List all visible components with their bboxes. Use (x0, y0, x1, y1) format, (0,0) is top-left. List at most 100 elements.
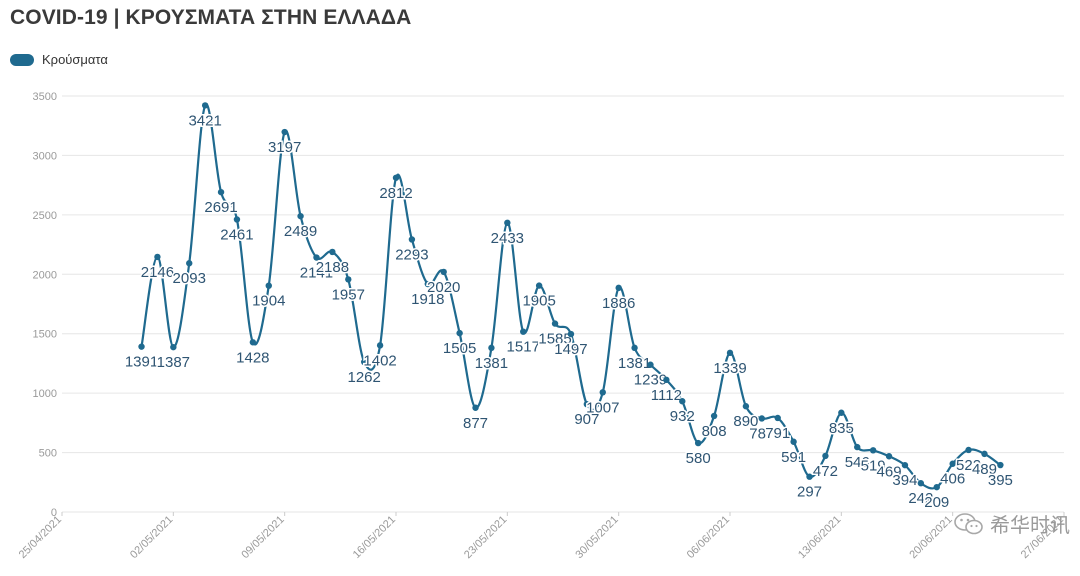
data-point (154, 253, 161, 261)
data-point (297, 212, 304, 220)
data-label: 209 (924, 494, 949, 511)
data-label: 1381 (618, 355, 651, 372)
data-label: 469 (877, 463, 902, 480)
data-label: 3197 (268, 139, 301, 156)
data-label: 932 (670, 408, 695, 425)
data-point (742, 403, 750, 410)
y-tick-label: 500 (39, 448, 57, 460)
x-tick-label: 06/06/2021 (685, 514, 732, 561)
y-tick-label: 2000 (33, 269, 57, 281)
data-point (392, 174, 400, 181)
data-point (949, 460, 956, 467)
y-tick-label: 1500 (33, 329, 57, 341)
y-tick-label: 2500 (33, 210, 57, 222)
data-point (360, 358, 368, 366)
data-label: 580 (686, 450, 711, 467)
data-label: 1339 (713, 360, 746, 377)
data-label: 1239 (634, 372, 667, 389)
data-label: 519 (861, 457, 886, 474)
data-label: 1112 (651, 387, 682, 404)
data-point (774, 414, 781, 422)
data-point (663, 376, 670, 384)
data-label: 2141 (300, 265, 333, 282)
data-label: 1007 (586, 399, 619, 416)
data-label: 2461 (220, 226, 253, 243)
data-point (710, 412, 718, 420)
watermark-text: 希华时讯 (990, 515, 1070, 537)
data-point (790, 438, 797, 445)
data-point (535, 282, 543, 289)
data-label: 2489 (284, 223, 317, 240)
data-label: 1957 (332, 286, 365, 303)
data-point (170, 343, 177, 351)
data-label: 395 (988, 472, 1013, 489)
data-label: 3421 (188, 112, 221, 129)
data-label: 2188 (316, 259, 349, 276)
data-point (854, 443, 861, 451)
x-tick-label: 13/06/2021 (796, 514, 843, 561)
data-point (822, 452, 829, 460)
data-point (615, 284, 622, 292)
data-label: 546 (845, 454, 870, 471)
data-point (520, 328, 527, 335)
data-point (838, 409, 845, 416)
data-point (981, 450, 988, 458)
data-point (679, 398, 686, 405)
data-point (488, 344, 495, 352)
x-tick-label: 30/05/2021 (573, 514, 620, 561)
data-label: 890 (733, 413, 758, 430)
data-label: 394 (892, 472, 917, 489)
data-label: 907 (574, 411, 599, 428)
data-label: 1904 (252, 293, 285, 310)
data-label: 406 (940, 471, 965, 488)
data-point (186, 260, 193, 267)
data-label: 835 (829, 420, 854, 437)
data-point (408, 236, 416, 243)
legend-label: Κρούσματα (42, 52, 108, 67)
data-point (917, 480, 925, 487)
data-label: 1428 (236, 349, 269, 366)
data-point (201, 102, 209, 109)
data-point (901, 461, 909, 469)
data-label: 1387 (157, 354, 190, 371)
data-label: 1402 (363, 352, 396, 369)
x-tick-label: 09/05/2021 (239, 514, 286, 561)
data-point (933, 483, 940, 491)
data-point (265, 282, 272, 289)
legend-swatch (10, 53, 34, 66)
data-point (472, 404, 479, 411)
x-tick-label: 16/05/2021 (351, 514, 398, 561)
data-label: 242 (908, 490, 933, 507)
data-label: 1918 (411, 291, 444, 308)
data-point (726, 349, 734, 357)
x-tick-label: 23/05/2021 (462, 514, 509, 561)
data-label: 808 (702, 423, 727, 440)
data-point (217, 188, 225, 196)
y-tick-label: 1000 (33, 388, 57, 400)
data-point (281, 128, 288, 136)
data-label: 1391 (125, 354, 158, 371)
x-tick-label: 25/04/2021 (17, 514, 64, 561)
data-point (583, 400, 591, 408)
data-label: 1517 (507, 339, 540, 356)
wechat-icon (954, 512, 983, 534)
data-label: 522 (956, 457, 981, 474)
y-tick-label: 0 (51, 507, 57, 519)
data-label: 1905 (522, 293, 555, 310)
data-point (869, 447, 877, 454)
data-point (567, 330, 575, 338)
data-point (806, 473, 813, 480)
data-point (233, 216, 241, 223)
x-tick-label: 02/05/2021 (128, 514, 175, 561)
data-point (313, 254, 320, 261)
data-point (376, 342, 384, 349)
data-label: 297 (797, 484, 822, 501)
data-point (885, 453, 893, 460)
y-tick-label: 3000 (33, 150, 57, 162)
chart-title: COVID-19 | ΚΡΟΥΣΜΑΤΑ ΣΤΗΝ ΕΛΛΑΔΑ (10, 6, 412, 29)
data-label: 787 (749, 425, 774, 442)
data-point (647, 361, 654, 368)
data-label: 1497 (554, 341, 587, 358)
watermark: 希华时讯 (954, 509, 1070, 538)
